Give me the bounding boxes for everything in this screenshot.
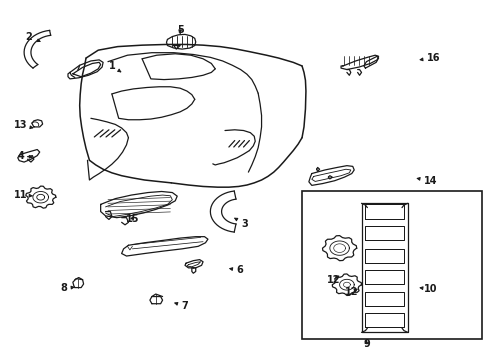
Text: 12: 12 xyxy=(326,275,339,285)
Text: 14: 14 xyxy=(416,176,437,186)
Text: 5: 5 xyxy=(176,25,183,35)
Text: 2: 2 xyxy=(25,32,40,42)
Text: 3: 3 xyxy=(234,218,247,229)
Text: 11: 11 xyxy=(14,190,33,200)
Text: 13: 13 xyxy=(14,121,33,130)
Text: 8: 8 xyxy=(61,283,74,293)
Bar xyxy=(302,192,482,338)
Text: 9: 9 xyxy=(362,339,369,349)
Text: 6: 6 xyxy=(229,265,243,275)
Text: 15: 15 xyxy=(125,214,139,224)
Text: 12: 12 xyxy=(345,287,358,297)
Text: 16: 16 xyxy=(419,53,440,63)
Text: 7: 7 xyxy=(175,301,188,311)
Text: 10: 10 xyxy=(419,284,437,294)
Text: 1: 1 xyxy=(108,61,121,72)
Text: 4: 4 xyxy=(18,150,32,161)
